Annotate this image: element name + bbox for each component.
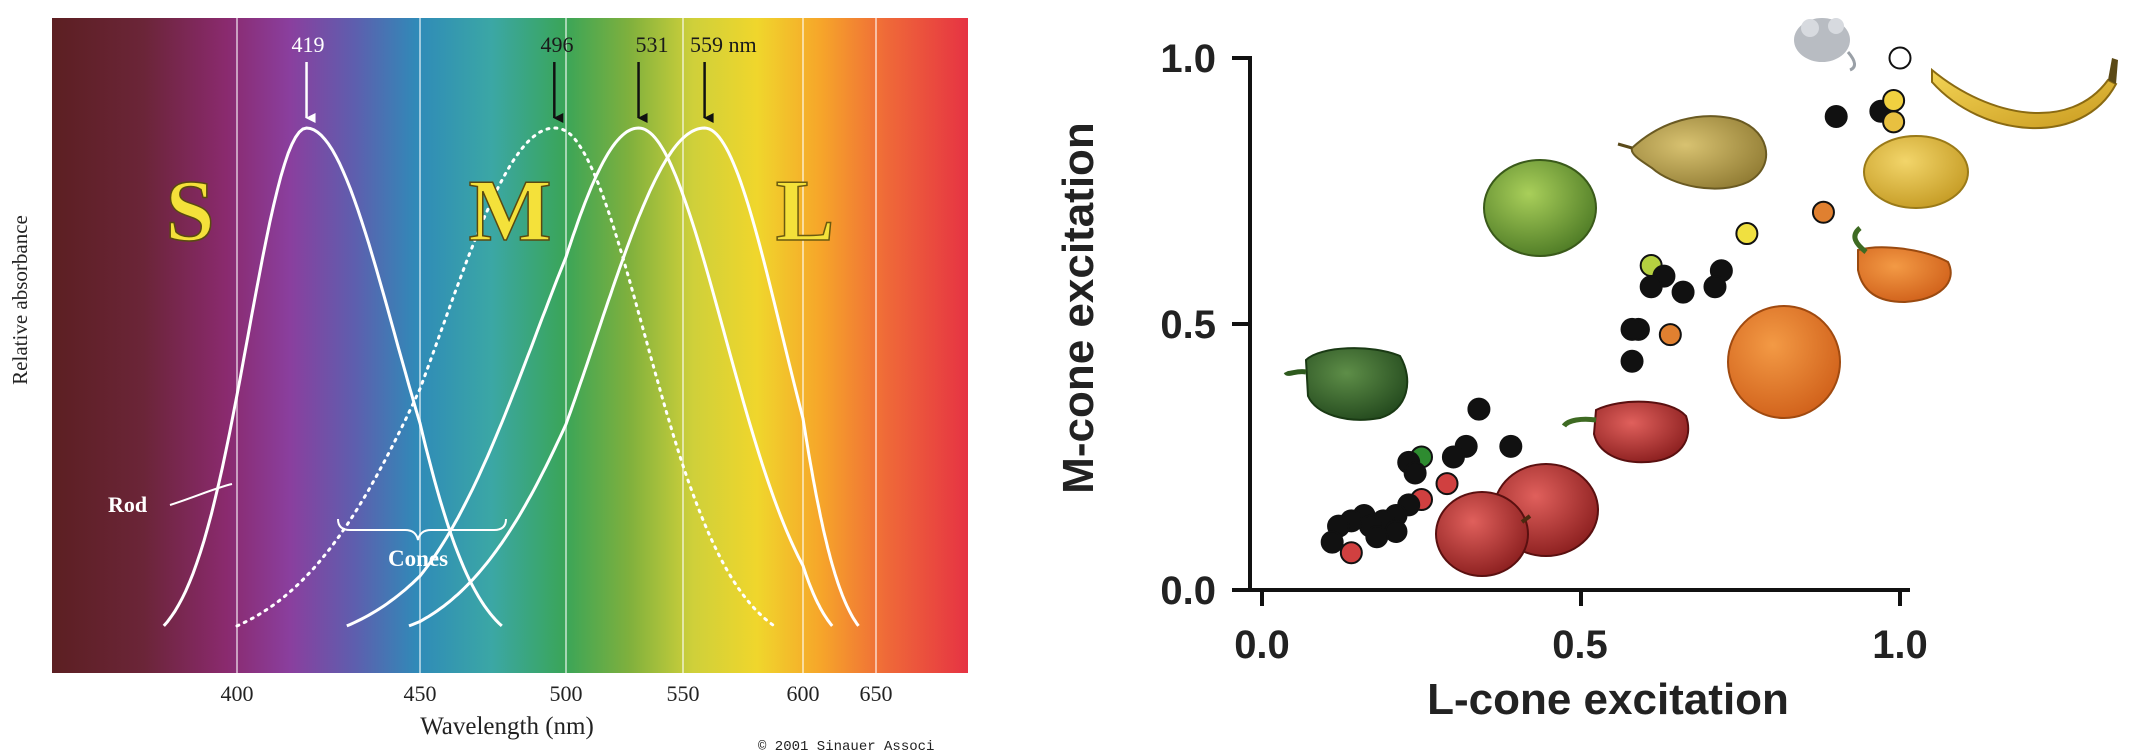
wavelength-tick-labels: 400 450 500 550 600 650 (221, 681, 893, 706)
x-axis-label-left: Wavelength (nm) (420, 713, 594, 740)
lemon-image (1863, 135, 1969, 209)
data-point (1703, 275, 1727, 299)
peak-label-419: 419 (292, 32, 325, 57)
data-point (1824, 105, 1848, 129)
scatter-ticks (1232, 56, 1902, 606)
data-point (1339, 541, 1363, 565)
cone-letter-s: S (166, 163, 215, 260)
red-pepper-image (1561, 400, 1690, 464)
tick-label-500: 500 (550, 681, 583, 706)
green-pepper-image (1283, 347, 1409, 421)
y-tick-label-0.5: 0.5 (1160, 303, 1216, 347)
pear-image (1617, 115, 1767, 190)
scatter-background (978, 0, 2150, 750)
data-point (1499, 434, 1523, 458)
curve-m (346, 126, 834, 628)
green-apple-image (1483, 159, 1597, 257)
data-point (1435, 472, 1459, 496)
y-tick-label-0.0: 0.0 (1160, 569, 1216, 613)
data-point (1882, 89, 1906, 113)
tick-label-650: 650 (860, 681, 893, 706)
curve-l (408, 126, 860, 628)
data-point (1384, 519, 1408, 543)
data-point (1403, 461, 1427, 485)
data-point (1320, 530, 1344, 554)
peak-arrows (305, 62, 714, 123)
y-tick-label-1.0: 1.0 (1160, 37, 1216, 81)
data-point (1658, 323, 1682, 347)
wavelength-gridlines (236, 18, 877, 673)
x-axis-label-right: L-cone excitation (1427, 675, 1789, 724)
scatter-points (1320, 46, 1912, 565)
spectrum-background (52, 18, 968, 673)
data-point (1882, 110, 1906, 134)
fruit-illustrations (1283, 18, 2118, 577)
data-point (1620, 349, 1644, 373)
x-tick-label-1.0: 1.0 (1872, 623, 1928, 667)
orange-image (1727, 305, 1841, 419)
red-apple-2-image (1435, 491, 1532, 577)
peak-label-531: 531 (636, 32, 669, 57)
data-point (1811, 200, 1835, 224)
mouse-image (1794, 18, 1856, 72)
x-tick-label-0.5: 0.5 (1552, 623, 1608, 667)
y-axis-label-right: M-cone excitation (1054, 122, 1103, 494)
cones-label: Cones (388, 546, 448, 571)
absorbance-curves (162, 126, 860, 628)
orange-pepper-image (1852, 226, 1952, 304)
peak-label-496: 496 (541, 32, 574, 57)
data-point (1671, 280, 1695, 304)
tick-label-400: 400 (221, 681, 254, 706)
x-tick-label-0.0: 0.0 (1234, 623, 1290, 667)
data-point (1467, 397, 1491, 421)
data-point (1888, 46, 1912, 70)
data-point (1620, 317, 1644, 341)
curve-rod (235, 126, 776, 628)
data-point (1365, 525, 1389, 549)
tick-label-550: 550 (667, 681, 700, 706)
rod-label: Rod (108, 492, 147, 517)
tick-label-600: 600 (787, 681, 820, 706)
copyright-notice: © 2001 Sinauer Associ (758, 739, 934, 750)
cone-letter-m: M (468, 163, 551, 260)
curve-s (162, 126, 503, 628)
peak-label-559: 559 nm (690, 32, 757, 57)
absorbance-spectrum-chart: 419 496 531 559 nm S M L Rod Cones Relat… (8, 18, 968, 750)
tick-label-450: 450 (404, 681, 437, 706)
data-point (1441, 445, 1465, 469)
cones-brace (337, 518, 507, 541)
rod-pointer-line (169, 483, 233, 506)
data-point (1735, 222, 1759, 246)
data-point (1639, 275, 1663, 299)
cone-excitation-scatter: 0.0 0.5 1.0 0.0 0.5 1.0 M-cone excitatio… (978, 0, 2150, 750)
cone-letter-l: L (776, 163, 835, 260)
y-axis-label-left: Relative absorbance (8, 215, 32, 385)
banana-image (1931, 58, 2118, 129)
